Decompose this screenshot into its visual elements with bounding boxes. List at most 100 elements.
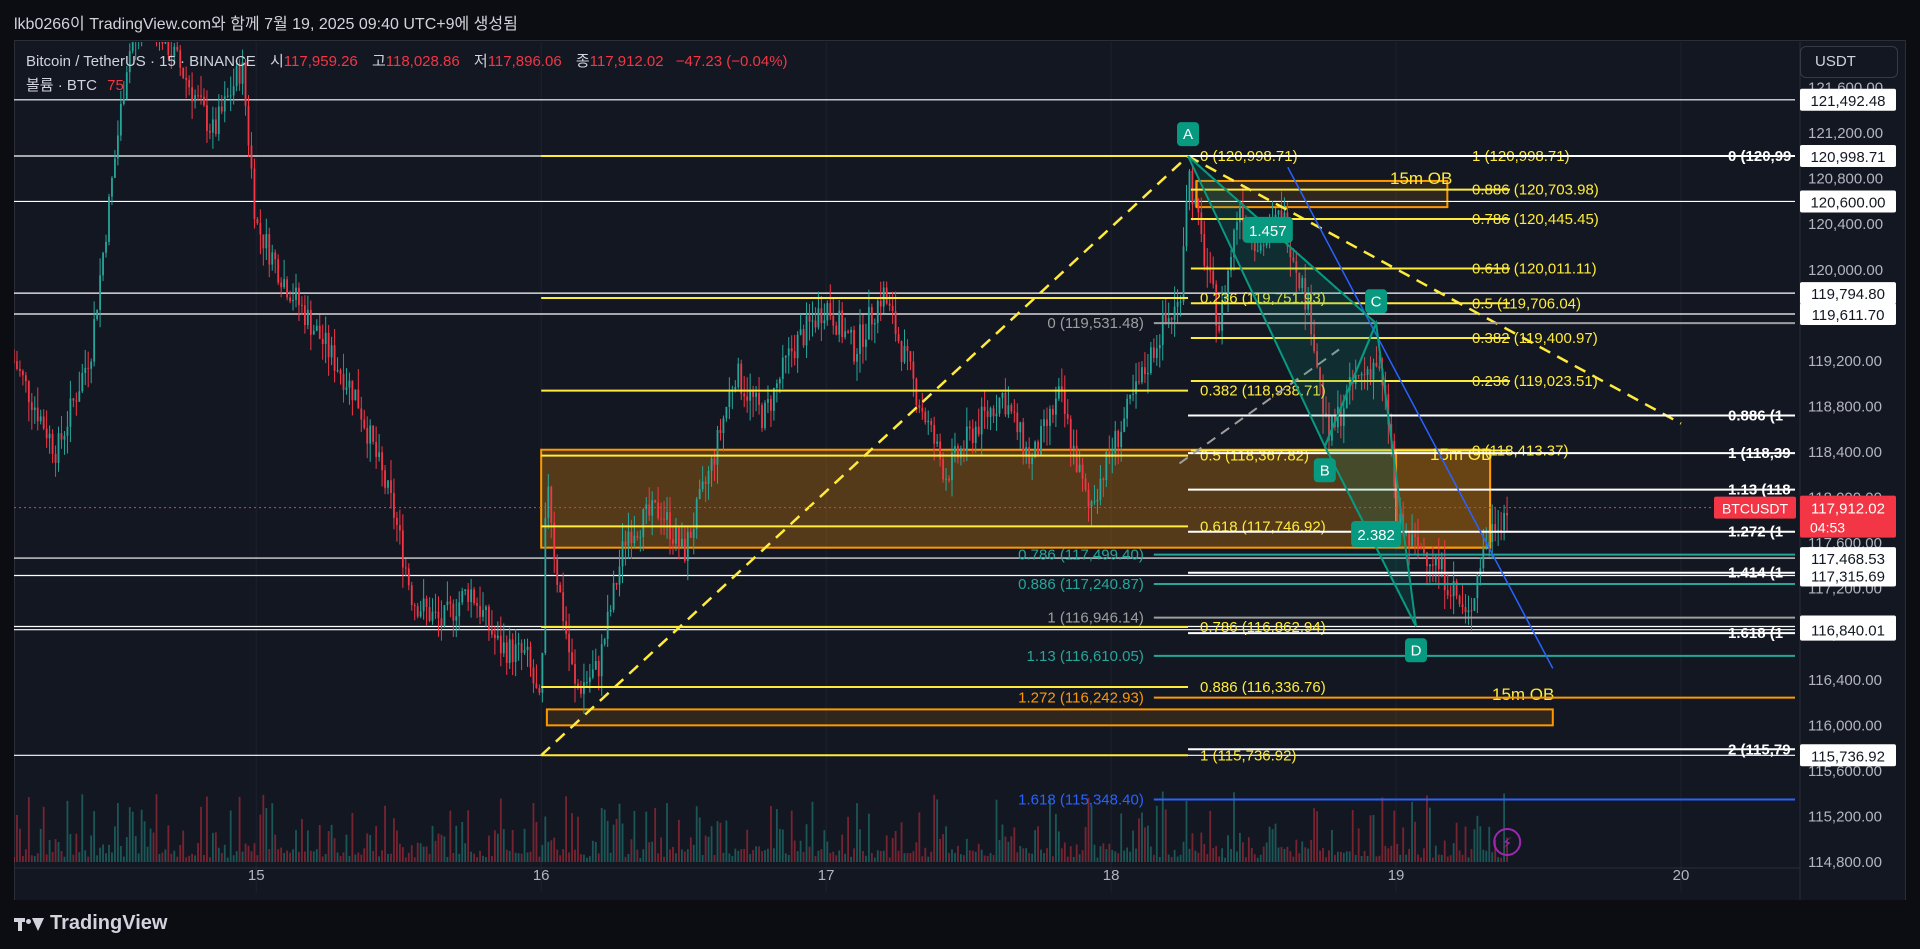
- volume-bar: [793, 840, 796, 862]
- currency-button[interactable]: USDT: [1800, 46, 1898, 78]
- candlestick-series[interactable]: [13, 0, 1508, 714]
- volume-bar: [838, 850, 841, 862]
- volume-label[interactable]: 볼륨 · BTC: [26, 77, 97, 94]
- harmonic-point-d[interactable]: D: [1405, 638, 1428, 663]
- order-block-zone[interactable]: [1195, 179, 1449, 209]
- candle-body: [54, 453, 57, 463]
- candle-body: [1152, 347, 1155, 358]
- candle-body: [238, 66, 241, 84]
- fib-level-label: 0.382 (118,938.71): [1200, 383, 1326, 400]
- candle-body: [1054, 398, 1057, 415]
- volume-bar: [1292, 856, 1295, 862]
- price-level-tag[interactable]: 119,794.80: [1800, 282, 1896, 305]
- volume-bar: [1378, 855, 1381, 862]
- fib-level-label: 0.786 (120,445.45): [1472, 211, 1599, 228]
- candle-body: [1464, 607, 1467, 613]
- volume-bar: [1173, 849, 1176, 862]
- volume-bar: [303, 851, 306, 862]
- price-level-tag[interactable]: 117,468.53: [1800, 547, 1896, 570]
- volume-bar: [1336, 851, 1339, 862]
- price-level-tag[interactable]: 121,492.48: [1800, 88, 1896, 111]
- volume-bar: [594, 841, 597, 862]
- price-level-tag[interactable]: 119,611.70: [1800, 303, 1896, 326]
- volume-bar: [550, 840, 553, 862]
- price-level-tag[interactable]: 115,736.92: [1800, 744, 1896, 767]
- candle-body: [1161, 313, 1164, 345]
- volume-bar: [1503, 793, 1506, 862]
- order-block-zone[interactable]: [545, 708, 1554, 727]
- candle-body: [1417, 536, 1419, 548]
- trend-line[interactable]: [1287, 166, 1554, 669]
- candle-body: [767, 399, 769, 403]
- candle-body: [407, 568, 410, 586]
- volume-bar: [835, 855, 838, 862]
- price-level-tag[interactable]: 120,600.00: [1800, 190, 1896, 213]
- y-tick-label: 115,200.00: [1808, 808, 1882, 825]
- candle-body: [1022, 422, 1025, 455]
- volume-bar: [865, 855, 867, 862]
- volume-bar: [942, 834, 944, 862]
- order-block-zone[interactable]: [1395, 448, 1492, 549]
- volume-bar: [1464, 826, 1467, 862]
- candle-body: [1209, 270, 1212, 272]
- volume-bar: [452, 852, 455, 862]
- fib-extension-label: 1 (116,946.14): [1047, 610, 1143, 627]
- volume-bar: [39, 828, 42, 862]
- volume-bar: [1013, 827, 1016, 862]
- volume-bar: [820, 849, 823, 862]
- volume-bar: [1099, 846, 1102, 862]
- candle-body: [274, 252, 277, 260]
- volume-bar: [924, 847, 927, 862]
- volume-bar: [1007, 841, 1010, 862]
- candle-body: [784, 355, 787, 358]
- volume-bar: [114, 826, 116, 862]
- tradingview-brand[interactable]: TradingView: [14, 912, 167, 935]
- volume-bar: [14, 857, 15, 862]
- fib-trend-line[interactable]: [540, 155, 1189, 757]
- lightning-glyph: ⚡: [1502, 835, 1513, 852]
- volume-bar: [105, 853, 107, 862]
- volume-bar: [689, 837, 692, 862]
- candle-body: [303, 305, 306, 326]
- price-level-tag[interactable]: 116,840.01: [1800, 618, 1896, 641]
- volume-bar: [491, 855, 493, 862]
- lightning-circle: [1493, 828, 1522, 856]
- candle-body: [740, 363, 743, 394]
- candle-body: [209, 130, 211, 133]
- price-level-tag[interactable]: 117,315.69: [1800, 564, 1896, 587]
- volume-bar: [1473, 829, 1476, 862]
- price-level-tag-bg: [1800, 190, 1896, 213]
- candle-body: [1491, 524, 1494, 543]
- candle-body: [850, 329, 852, 333]
- candle-body: [906, 345, 909, 352]
- price-level-tag-bg: [1800, 744, 1896, 767]
- volume-bar: [758, 846, 760, 862]
- candle-body: [1164, 313, 1167, 323]
- alert-lightning-icon[interactable]: ⚡: [1493, 828, 1522, 856]
- candle-body: [211, 119, 214, 133]
- fib-trend-line[interactable]: [1187, 155, 1682, 425]
- volume-bar: [1031, 853, 1034, 862]
- symbol-title[interactable]: Bitcoin / TetherUS · 15 · BINANCE: [26, 53, 256, 70]
- candle-body: [1155, 348, 1158, 358]
- candle-body: [562, 592, 565, 622]
- volume-bar: [1488, 826, 1491, 862]
- candle-body: [663, 519, 665, 521]
- volume-bar: [903, 853, 906, 862]
- candle-body: [550, 486, 553, 523]
- harmonic-point-c[interactable]: C: [1365, 289, 1388, 314]
- candle-body: [253, 168, 256, 220]
- volume-bar: [1271, 829, 1274, 862]
- volume-bar: [96, 855, 99, 862]
- current-price-tag[interactable]: BTCUSDT 117,912.02 04:53: [1714, 495, 1896, 538]
- price-level-tag[interactable]: 120,998.71: [1800, 145, 1896, 168]
- harmonic-point-b[interactable]: B: [1313, 458, 1336, 483]
- volume-bar: [1366, 855, 1369, 862]
- harmonic-point-a[interactable]: A: [1177, 122, 1200, 147]
- volume-bar: [1016, 852, 1019, 862]
- volume-bar: [283, 853, 286, 862]
- volume-bar: [396, 830, 398, 862]
- current-price-tag-bg: [1800, 495, 1896, 538]
